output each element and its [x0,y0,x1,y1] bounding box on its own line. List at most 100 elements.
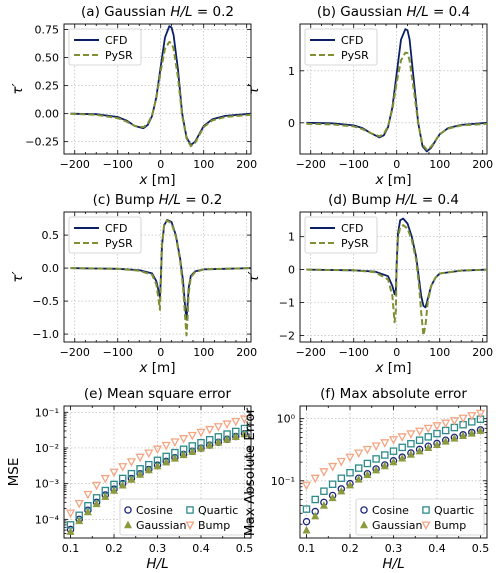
data-point-gaussian [231,432,240,441]
data-point-gaussian [406,450,415,458]
data-point-bump [423,424,433,434]
y-axis-label: Max Absolute Error [242,407,258,536]
x-tick-label: 0.1 [62,542,80,555]
panel-b: −200 −100 0 100 200 0 1 (b) Gaussian H/L = 0.4 x… [246,4,493,188]
data-point-bump [458,414,468,424]
data-point-gaussian [328,493,337,502]
title-part: = 0.2 [193,4,234,20]
panel-title: (e) Mean square error [84,386,232,402]
data-point-bump [362,445,372,455]
data-point-bump [161,441,171,451]
data-point-bump [65,509,76,519]
legend-marker-quartic [186,506,194,514]
x-axis-label: x [m] [139,172,176,188]
data-point-gaussian [110,486,119,494]
data-point-bump [196,428,206,438]
data-point-gaussian [302,525,311,534]
data-point-gaussian [459,431,468,440]
x-tick-label: 0.3 [385,542,403,555]
data-point-gaussian [372,465,381,474]
data-point-quartic [424,433,433,441]
data-point-quartic [346,468,354,477]
data-point-bump [135,453,145,463]
legend-marker-cosine [360,506,368,514]
data-point-bump [92,481,102,491]
data-point-gaussian [389,457,398,466]
y-tick-label: 1 [288,65,295,78]
plot-area [301,409,486,534]
data-point-gaussian [450,434,459,442]
legend: CFD PySR [304,216,378,254]
x-axis-label-var: x [139,172,149,188]
title-part: = 0.2 [181,192,222,208]
y-axis-label: τ′ [10,83,26,94]
title-italic: H/L [395,192,417,208]
x-tick-label: 100 [429,158,450,171]
data-point-gaussian [127,475,136,483]
x-axis-label-unit: [m] [384,172,412,188]
data-point-bump [152,445,163,455]
y-tick-label: 10⁻¹ [271,475,295,488]
data-point-quartic [302,505,311,513]
y-tick-label: 10⁻² [35,442,59,455]
y-axis-label: τ′ [246,271,262,282]
panel-d: −200 −100 0 100 200 −2 −1 0 1 (d) Bump H/L = 0.4 x… [246,192,493,376]
plot-area [70,25,251,148]
data-point-bump [432,422,442,431]
series-line-pysr [306,51,487,151]
legend-label-quartic: Quartic [434,504,474,517]
legend-label-cfd: CFD [341,34,363,47]
title-italic: H/L [407,4,429,20]
title-part: (f) Max absolute error [320,386,467,402]
legend-label-gaussian: Gaussian [136,519,186,532]
data-point-bump [319,468,329,477]
title-part: (d) Bump [328,192,395,208]
data-point-gaussian [415,446,424,455]
data-point-gaussian [162,457,171,466]
data-point-quartic [441,426,450,435]
x-tick-label: 0.2 [341,542,359,555]
y-axis-label: MSE [6,458,22,487]
data-point-bump [388,436,399,445]
data-point-quartic [320,487,328,495]
x-tick-label: 0.4 [428,542,446,555]
data-point-bump [109,468,119,478]
legend-label-pysr: PySR [105,237,133,250]
data-point-gaussian [467,429,476,437]
y-axis-label: τ′ [246,83,262,94]
x-axis-label-unit: [m] [148,360,176,376]
y-tick-label: 0 [288,117,295,130]
data-point-quartic [337,474,346,482]
y-tick-label: 0 [288,264,295,277]
data-point-cosine [302,517,311,526]
data-point-quartic [328,480,337,488]
legend-marker-cosine [124,506,132,514]
x-axis-label-var: x [375,360,385,376]
data-point-bump [310,474,320,484]
plot-area [306,28,487,153]
x-tick-label: 0.1 [298,542,316,555]
data-point-quartic [407,439,415,448]
data-point-gaussian [196,444,205,452]
x-axis-label: H/L [146,556,168,572]
data-point-quartic [363,459,372,468]
data-point-quartic [311,495,319,504]
data-point-gaussian [363,470,372,478]
data-point-gaussian [346,480,355,489]
data-point-bump [187,431,197,441]
legend: CFD PySR [68,216,142,254]
data-point-gaussian [170,454,179,462]
data-point-gaussian [432,440,441,448]
legend-label-bump: Bump [434,519,466,532]
data-point-bump [239,415,250,425]
title-part: (e) Mean square error [84,386,232,402]
data-point-gaussian [441,437,450,445]
x-axis-label-var: H/L [146,556,168,572]
y-tick-label: −1 [279,297,295,310]
x-tick-label: −200 [60,346,90,359]
legend-marker-gaussian [360,520,368,529]
data-point-bump [380,439,390,448]
x-tick-label: 200 [236,158,257,171]
data-point-gaussian [354,475,363,483]
y-tick-label: 10⁰ [277,413,296,426]
